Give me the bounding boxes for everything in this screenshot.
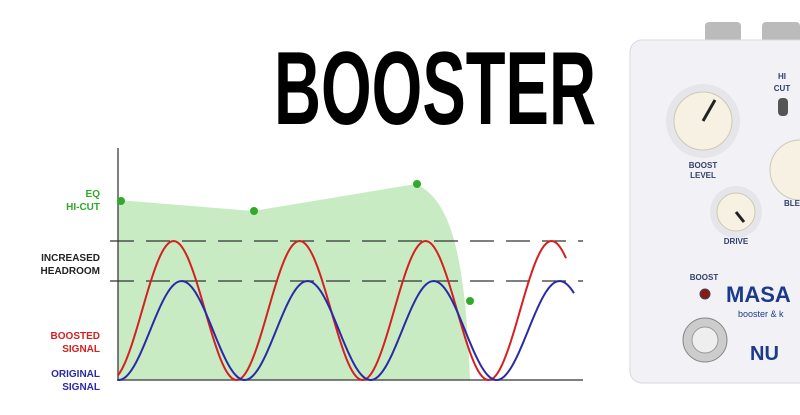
pedal-label: HI — [778, 72, 786, 81]
toggle — [778, 98, 788, 116]
original-label: ORIGINAL — [51, 369, 100, 380]
boosted-label: BOOSTED — [51, 331, 100, 342]
eq-label: HI-CUT — [66, 202, 100, 213]
diagram: EQ HI-CUT INCREASED HEADROOM BOOSTED SIG… — [41, 148, 583, 393]
pedal-label: BLE — [784, 199, 800, 208]
eq-area — [118, 184, 470, 380]
jack — [705, 22, 741, 44]
led — [699, 288, 711, 300]
pedal-label: LEVEL — [690, 171, 716, 180]
eq-point — [250, 207, 258, 215]
original-wave — [117, 279, 575, 382]
eq-point — [466, 297, 474, 305]
pedal-label: DRIVE — [724, 237, 749, 246]
boosted-label: SIGNAL — [62, 344, 100, 355]
maker: NU — [750, 343, 779, 365]
knob-pointer — [701, 99, 717, 122]
eq-point — [117, 197, 125, 205]
pedal-subtitle: booster & k — [738, 309, 784, 319]
pedal-label: CUT — [774, 84, 791, 93]
brand: MASA — [726, 282, 791, 307]
pedal-label: BOOST — [690, 273, 719, 282]
pedal-label: BOOST — [689, 161, 718, 170]
headroom-label: HEADROOM — [41, 266, 100, 277]
pedal: HI CUT BOOST LEVEL BLE DRIVE BOOST MASA … — [629, 22, 800, 384]
knob — [769, 139, 800, 201]
eq-point — [413, 180, 421, 188]
headroom-label: INCREASED — [41, 253, 100, 264]
eq-label: EQ — [86, 189, 101, 200]
jack — [762, 22, 800, 44]
original-label: SIGNAL — [62, 382, 100, 393]
footswitch — [691, 326, 719, 354]
title: BOOSTER — [274, 31, 596, 147]
knob-pointer — [734, 211, 746, 223]
